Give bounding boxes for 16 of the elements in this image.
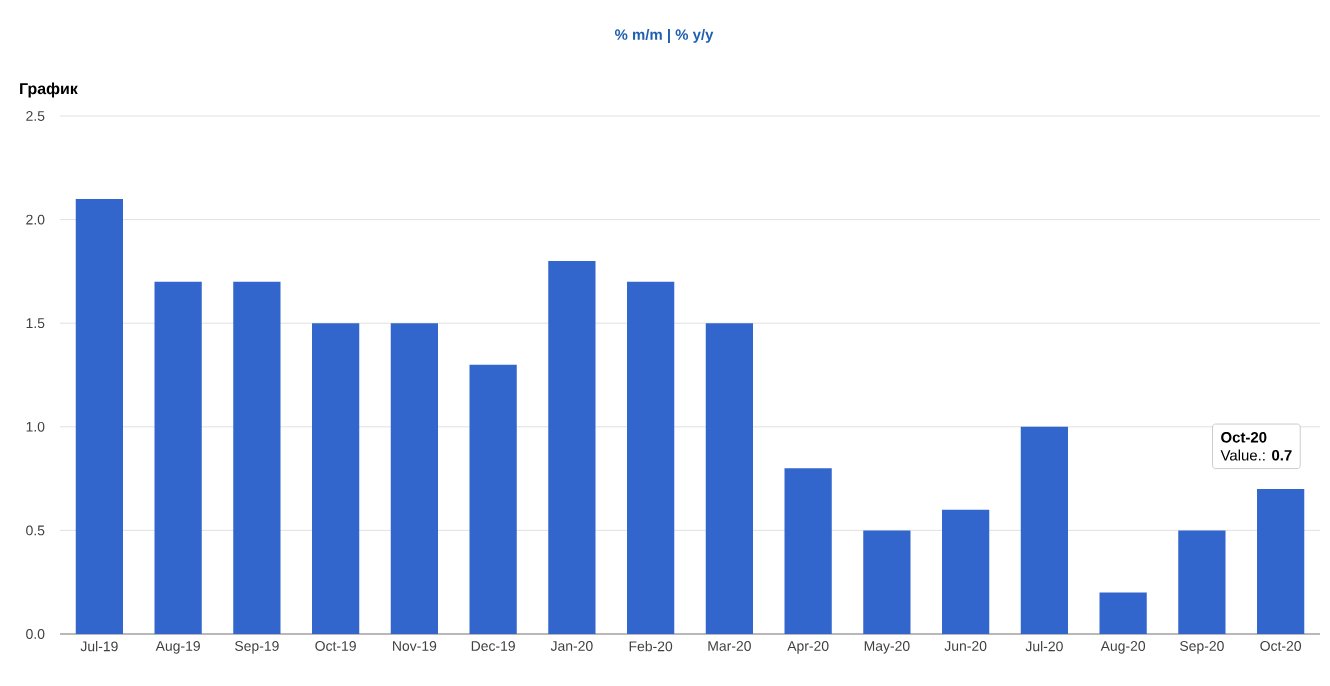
bar xyxy=(784,468,832,634)
bar xyxy=(942,509,990,634)
bar xyxy=(75,198,123,634)
bar xyxy=(548,261,596,634)
bar xyxy=(705,323,754,634)
bar xyxy=(1178,530,1226,634)
bar xyxy=(627,281,675,634)
bar xyxy=(1257,488,1305,634)
bar xyxy=(233,281,281,634)
bar xyxy=(154,281,202,634)
bar xyxy=(312,323,360,634)
bar xyxy=(469,364,517,634)
bar xyxy=(390,323,438,634)
bar xyxy=(1099,592,1147,634)
bar xyxy=(863,530,911,634)
bar xyxy=(1020,426,1069,634)
